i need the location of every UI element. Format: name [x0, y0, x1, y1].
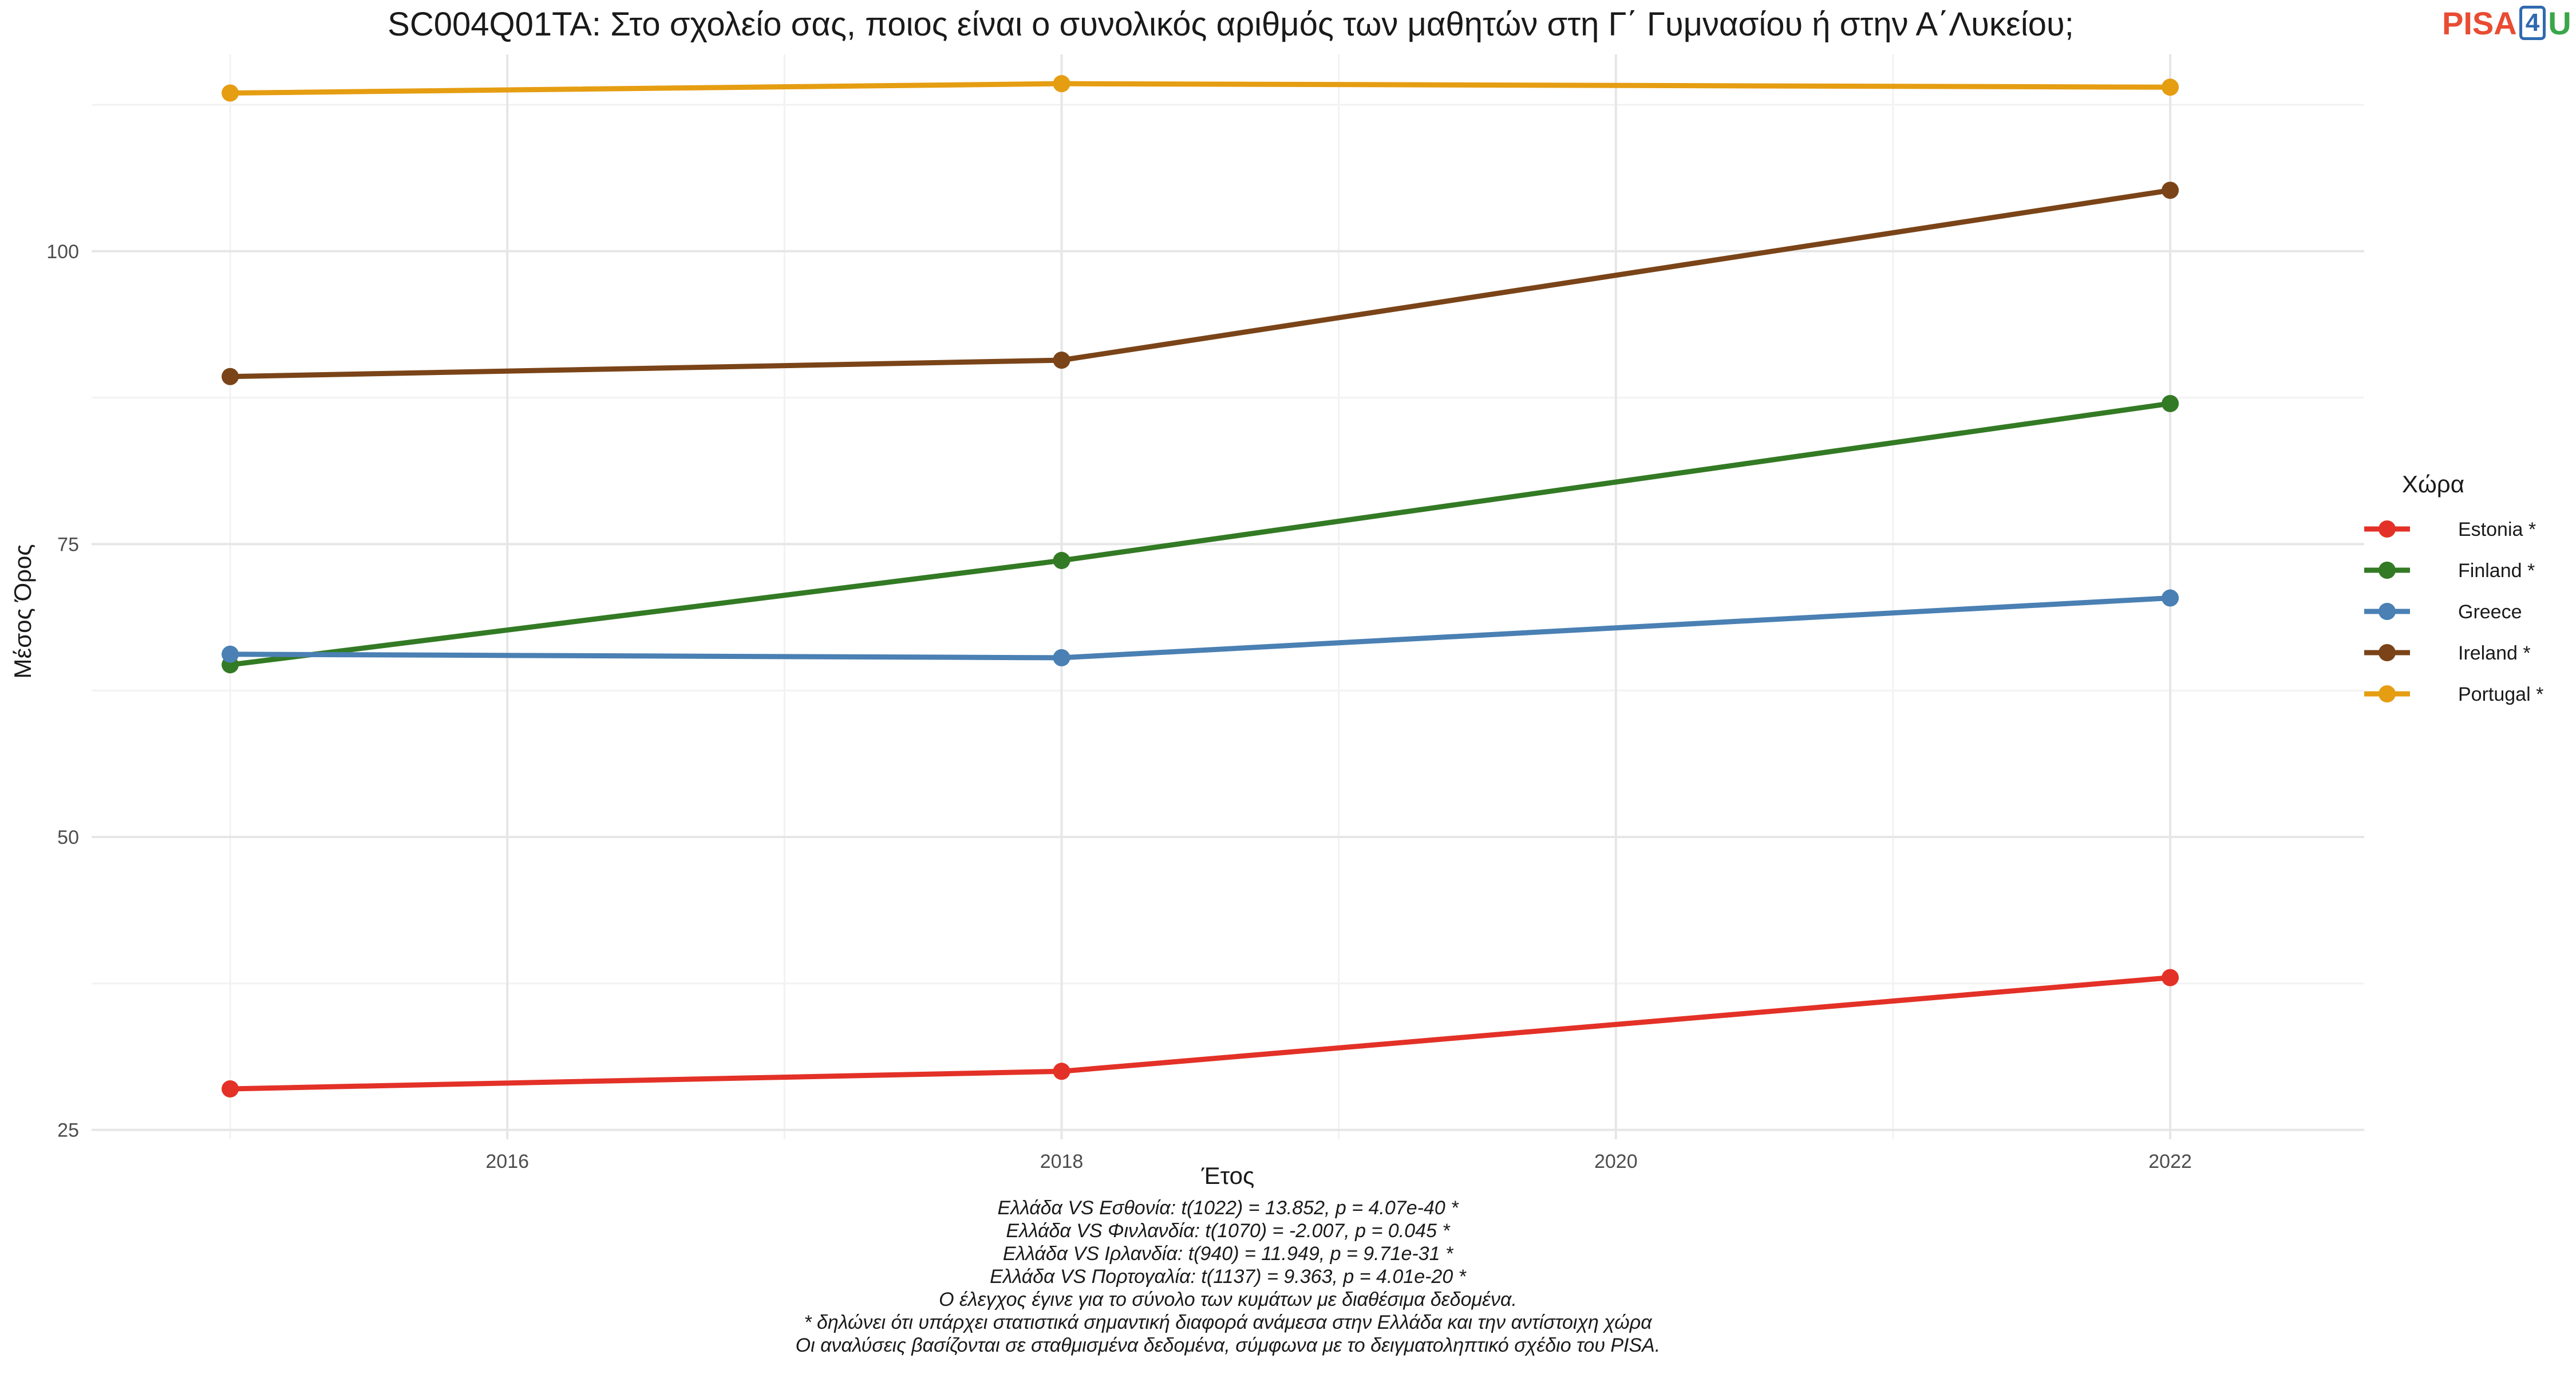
series-line — [227, 81, 2173, 96]
legend-item: Greece — [2364, 601, 2522, 623]
data-point — [2162, 181, 2179, 199]
data-point — [2162, 394, 2179, 412]
data-point — [1053, 352, 1070, 369]
note-line: Ελλάδα VS Πορτογαλία: t(1137) = 9.363, p… — [990, 1266, 1466, 1288]
data-point — [2162, 969, 2179, 986]
series-line — [227, 401, 2173, 668]
x-axis-label: Έτος — [1201, 1162, 1255, 1189]
legend-label: Portugal * — [2458, 684, 2543, 705]
legend-marker — [2379, 685, 2396, 702]
test-notes: Ελλάδα VS Εσθονία: t(1022) = 13.852, p =… — [0, 1197, 2456, 1357]
legend-label: Estonia * — [2458, 519, 2536, 540]
data-point — [2162, 589, 2179, 607]
y-tick-label: 50 — [57, 827, 79, 848]
grid-minor — [92, 54, 2364, 1139]
legend-item: Finland * — [2364, 560, 2535, 582]
logo-text-pisa: PISA — [2442, 5, 2517, 41]
legend-label: Greece — [2458, 601, 2522, 623]
logo-text-u: U — [2548, 5, 2571, 41]
grid-major — [92, 54, 2364, 1139]
data-point — [1053, 75, 1070, 93]
y-axis-label: Μέσος Όρος — [9, 544, 36, 679]
pisa4u-logo: PISA 4 U — [2442, 3, 2571, 44]
note-line: Ο έλεγχος έγινε για το σύνολο των κυμάτω… — [939, 1289, 1517, 1310]
y-tick-label: 75 — [57, 534, 79, 555]
legend-marker — [2379, 644, 2396, 661]
note-line: Ελλάδα VS Εσθονία: t(1022) = 13.852, p =… — [997, 1197, 1459, 1219]
series-lines — [227, 81, 2173, 1092]
series-line — [227, 975, 2173, 1092]
note-line: * δηλώνει ότι υπάρχει στατιστικά σημαντι… — [804, 1312, 1652, 1333]
legend-item: Estonia * — [2364, 519, 2536, 540]
x-tick-label: 2016 — [485, 1151, 529, 1172]
legend-item: Portugal * — [2364, 684, 2543, 705]
y-axis-ticks: 25 50 75 100 — [46, 241, 79, 1142]
legend-marker — [2379, 520, 2396, 538]
legend-title: Χώρα — [2402, 471, 2464, 498]
logo-text-4: 4 — [2519, 6, 2546, 40]
y-tick-label: 25 — [57, 1120, 79, 1142]
legend-marker — [2379, 562, 2396, 579]
legend-label: Ireland * — [2458, 642, 2531, 664]
chart-title: SC004Q01TA: Στο σχολείο σας, ποιος είναι… — [388, 6, 2074, 43]
data-point — [222, 368, 239, 385]
data-point — [2162, 78, 2179, 96]
legend-label: Finland * — [2458, 560, 2535, 582]
note-line: Ελλάδα VS Φινλανδία: t(1070) = -2.007, p… — [1006, 1220, 1450, 1242]
legend-item: Ireland * — [2364, 642, 2531, 664]
data-point — [1053, 552, 1070, 570]
legend: Χώρα Estonia * Finland * Greece Ireland * Po… — [2364, 471, 2543, 705]
legend-marker — [2379, 603, 2396, 620]
x-tick-label: 2018 — [1040, 1151, 1084, 1172]
data-point — [1053, 1063, 1070, 1080]
data-point — [222, 645, 239, 663]
series-points — [222, 75, 2179, 1098]
note-line: Ελλάδα VS Ιρλανδία: t(940) = 11.949, p =… — [1002, 1243, 1453, 1265]
data-point — [222, 1080, 239, 1098]
legend-items: Estonia * Finland * Greece Ireland * Portuga… — [2364, 519, 2543, 705]
x-axis-ticks: 2016 2018 2020 2022 — [485, 1151, 2192, 1172]
y-tick-label: 100 — [46, 241, 79, 263]
note-line: Οι αναλύσεις βασίζονται σε σταθμισμένα δ… — [795, 1334, 1661, 1356]
line-chart: SC004Q01TA: Στο σχολείο σας, ποιος είναι… — [9, 6, 2543, 1189]
series-line — [227, 187, 2173, 380]
data-point — [1053, 649, 1070, 666]
data-point — [222, 84, 239, 102]
x-tick-label: 2020 — [1594, 1151, 1638, 1172]
x-tick-label: 2022 — [2148, 1151, 2192, 1172]
